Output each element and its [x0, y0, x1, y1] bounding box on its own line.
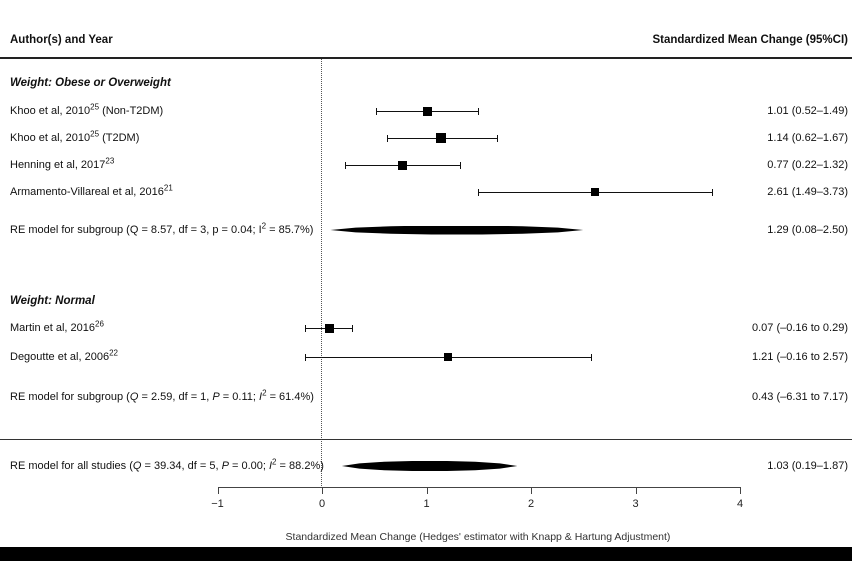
label-text: Martin et al, 2016 [10, 322, 95, 334]
ci-right-cap [590, 354, 592, 361]
reference-superscript: 2 [272, 457, 277, 467]
label-text: Armamento-Villareal et al, 2016 [10, 186, 164, 198]
label-text: I [268, 460, 273, 472]
label-text: = 85.7%) [266, 224, 314, 236]
label-text: Khoo et al, 2010 [10, 132, 91, 144]
reference-superscript: 26 [95, 319, 104, 329]
ci-right-cap [711, 189, 713, 196]
x-axis-tick-label: 2 [527, 498, 535, 510]
column-header-estimate: Standardized Mean Change (95%CI) [652, 34, 848, 46]
estimate-ci-value: 1.21 (–0.16 to 2.57) [751, 351, 848, 363]
x-axis-tick-label: 1 [423, 498, 430, 510]
ci-left-cap [344, 162, 346, 169]
reference-superscript: 23 [105, 156, 115, 166]
summary-label: RE model for subgroup (Q = 8.57, df = 3,… [10, 222, 313, 238]
label-text: = 61.4%) [266, 391, 314, 403]
estimate-ci-value: 0.77 (0.22–1.32) [767, 159, 848, 171]
x-axis-tick [740, 487, 741, 494]
study-label: Armamento-Villareal et al, 201621 [10, 184, 173, 200]
estimate-ci-value: 2.61 (1.49–3.73) [767, 186, 848, 198]
reference-superscript: 22 [109, 348, 118, 358]
estimate-ci-value: 0.43 (–6.31 to 7.17) [751, 391, 848, 403]
label-text: (Non-T2DM) [99, 105, 164, 117]
ci-right-cap [496, 135, 498, 142]
x-axis-tick-label: 3 [632, 498, 639, 510]
reference-superscript: 2 [262, 388, 267, 398]
label-text: Khoo et al, 2010 [10, 105, 91, 117]
study-label: Henning et al, 201723 [10, 157, 114, 173]
point-estimate-square [324, 323, 334, 333]
label-text: = 0.11; [219, 391, 259, 403]
label-text: Weight: Obese or Overweight [10, 77, 171, 89]
x-axis-tick-label: 0 [318, 498, 326, 510]
label-text: Weight: Normal [10, 295, 95, 307]
label-text: (T2DM) [99, 132, 140, 144]
estimate-ci-value: 1.01 (0.52–1.49) [767, 105, 848, 117]
subgroup-header-label: Weight: Obese or Overweight [10, 75, 171, 91]
ci-left-cap [386, 135, 388, 142]
label-text: RE model for subgroup (Q = 8.57, df = 3,… [10, 224, 262, 236]
ci-left-cap [305, 325, 307, 332]
reference-superscript: 2 [261, 221, 267, 231]
ci-right-cap [352, 325, 354, 332]
study-label: Khoo et al, 201025 (T2DM) [10, 130, 139, 146]
label-text: = 39.34, df = 5, [141, 460, 222, 472]
study-label: Degoutte et al, 200622 [10, 349, 118, 365]
estimate-ci-value: 0.07 (–0.16 to 0.29) [751, 322, 848, 334]
point-estimate-square [397, 160, 407, 170]
study-label: Khoo et al, 201025 (Non-T2DM) [10, 103, 163, 119]
x-axis-line [217, 487, 740, 488]
x-axis-tick [217, 487, 219, 494]
x-axis-tick [426, 487, 428, 494]
label-text: Henning et al, 2017 [10, 159, 106, 171]
label-text: RE model for subgroup ( [10, 391, 130, 403]
point-estimate-square [423, 106, 433, 116]
zero-reference-line [321, 59, 322, 488]
label-text: Degoutte et al, 2006 [10, 351, 110, 363]
overall-section-divider-line [0, 439, 852, 440]
bottom-black-bar [0, 547, 852, 561]
estimate-ci-value: 1.14 (0.62–1.67) [767, 132, 848, 144]
point-estimate-square [436, 133, 447, 143]
label-text: P [212, 391, 220, 403]
study-label: Martin et al, 201626 [10, 320, 104, 336]
ci-left-cap [305, 354, 307, 361]
label-text: = 2.59, df = 1, [138, 391, 213, 403]
ci-right-cap [477, 108, 479, 115]
estimate-ci-value: 1.29 (0.08–2.50) [767, 224, 848, 236]
label-text: Q [129, 391, 139, 403]
label-text: Q [132, 460, 142, 472]
x-axis-tick [635, 487, 637, 494]
label-text: P [221, 460, 229, 472]
point-estimate-square [444, 353, 453, 361]
summary-label: RE model for subgroup (Q = 2.59, df = 1,… [10, 389, 314, 405]
summary-label: RE model for all studies (Q = 39.34, df … [10, 458, 324, 474]
ci-left-cap [477, 189, 479, 196]
label-text: I [259, 391, 263, 403]
x-axis-tick [531, 487, 532, 494]
ci-right-cap [459, 162, 461, 169]
reference-superscript: 25 [90, 102, 100, 112]
reference-superscript: 21 [163, 183, 173, 193]
header-divider-line [0, 57, 852, 59]
column-header-authors: Author(s) and Year [10, 34, 113, 46]
label-text: = 0.00; [228, 460, 269, 472]
x-axis-title: Standardized Mean Change (Hedges' estima… [285, 531, 671, 543]
label-text: = 88.2%) [276, 460, 324, 472]
ci-left-cap [376, 108, 378, 115]
point-estimate-square [590, 188, 599, 196]
reference-superscript: 25 [90, 129, 100, 139]
label-text: RE model for all studies ( [10, 460, 133, 472]
x-axis-tick [322, 487, 323, 494]
summary-polygon [330, 225, 584, 235]
summary-polygon [341, 461, 518, 471]
x-axis-tick-label: 4 [736, 498, 744, 510]
estimate-ci-value: 1.03 (0.19–1.87) [767, 460, 848, 472]
subgroup-header-label: Weight: Normal [10, 293, 95, 309]
x-axis-tick-label: −1 [211, 498, 224, 510]
